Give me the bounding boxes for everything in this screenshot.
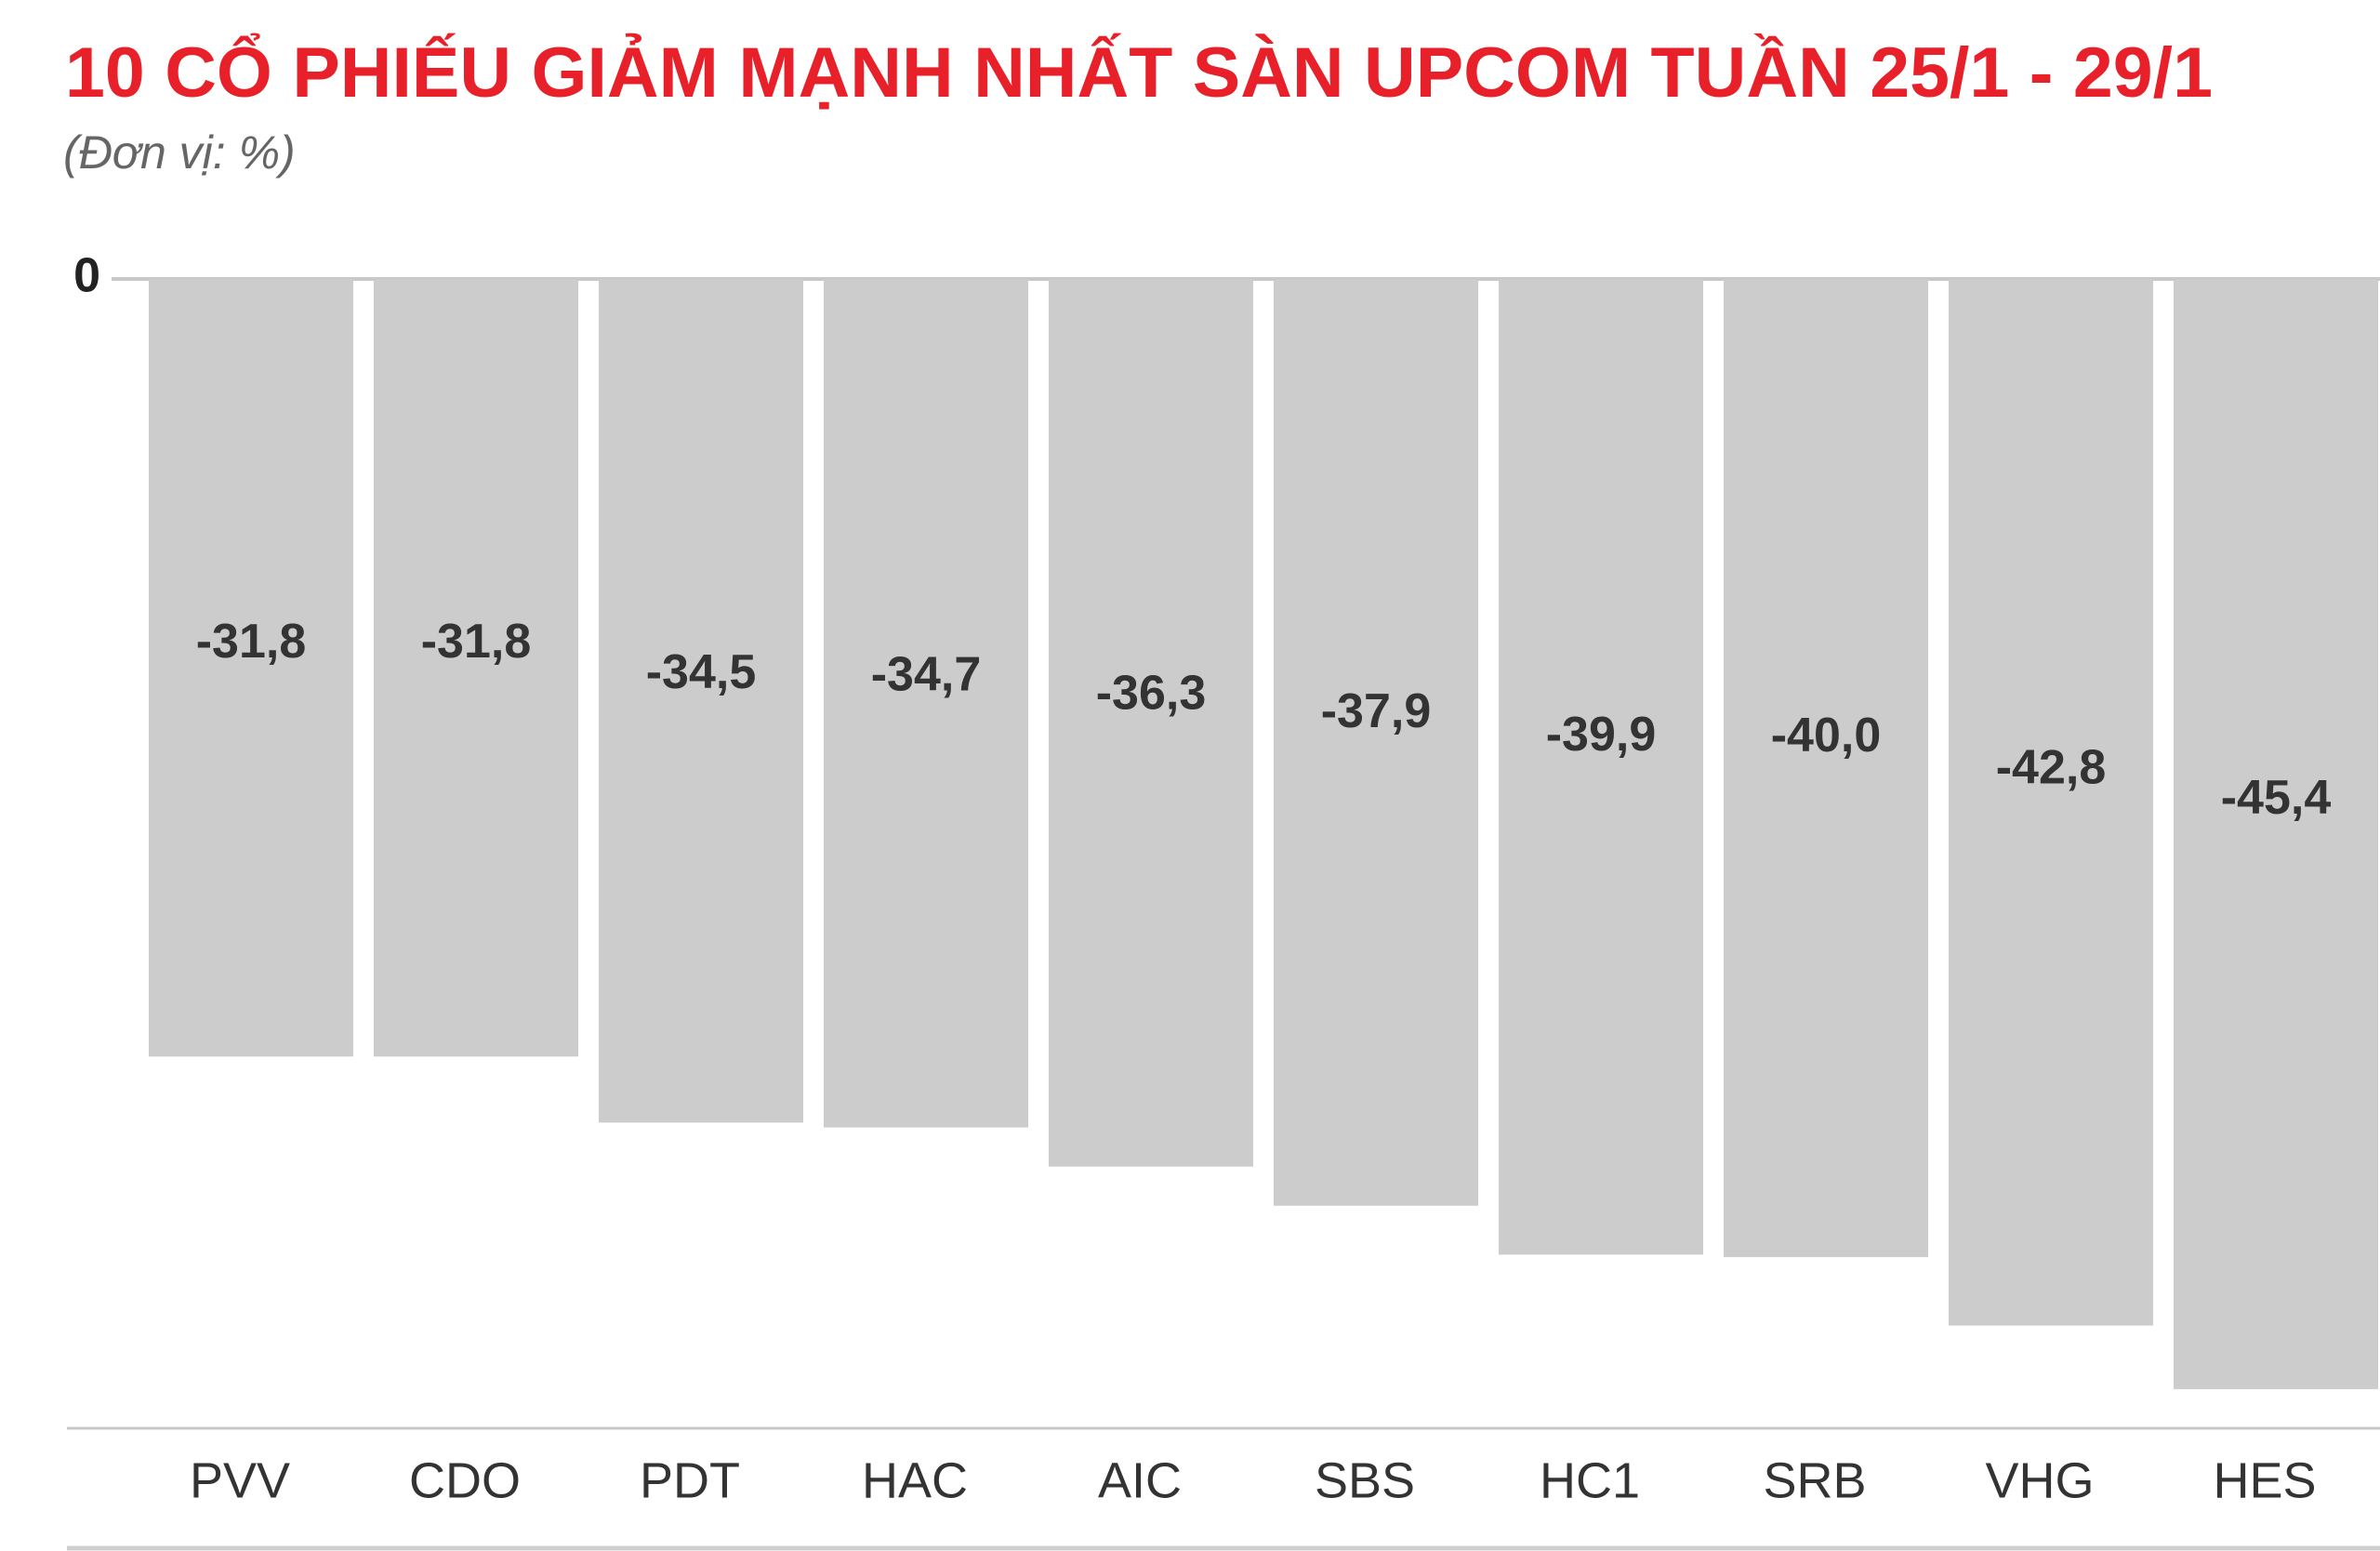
value-label: -39,9: [1546, 708, 1657, 762]
x-tick-label: CDO: [409, 1452, 521, 1508]
bar: [2174, 279, 2378, 1389]
chart-subtitle: (Đơn vị: %): [63, 126, 296, 179]
value-label: -34,7: [871, 648, 982, 702]
x-tick-label: PVV: [190, 1452, 290, 1508]
value-label: -42,8: [1996, 741, 2107, 795]
bar: [374, 279, 578, 1057]
y-tick-label: 0: [73, 249, 100, 303]
value-label: -31,8: [196, 615, 307, 669]
bar: [1949, 279, 2153, 1326]
bar: [1049, 279, 1253, 1167]
value-label: -40,0: [1771, 709, 1882, 762]
x-tick-label: AIC: [1098, 1452, 1182, 1508]
value-label: -36,3: [1096, 666, 1207, 720]
x-tick-label: HAC: [862, 1452, 968, 1508]
bar: [599, 279, 803, 1123]
x-tick-label: VHG: [1985, 1452, 2094, 1508]
value-label: -34,5: [646, 645, 757, 699]
value-label: -45,4: [2221, 771, 2332, 825]
bar: [1274, 279, 1478, 1206]
bar: [824, 279, 1028, 1128]
x-tick-label: HC1: [1540, 1452, 1640, 1508]
value-label: -31,8: [421, 615, 532, 669]
chart-title: 10 CỔ PHIẾU GIẢM MẠNH NHẤT SÀN UPCOM TUẦ…: [65, 33, 2213, 113]
x-tick-label: SBS: [1315, 1452, 1415, 1508]
value-label: -37,9: [1321, 684, 1432, 738]
bar: [149, 279, 353, 1057]
bar: [1724, 279, 1928, 1257]
bar: [1499, 279, 1703, 1255]
x-tick-label: HES: [2213, 1452, 2316, 1508]
x-tick-label: SRB: [1763, 1452, 1866, 1508]
x-tick-label: PDT: [640, 1452, 740, 1508]
